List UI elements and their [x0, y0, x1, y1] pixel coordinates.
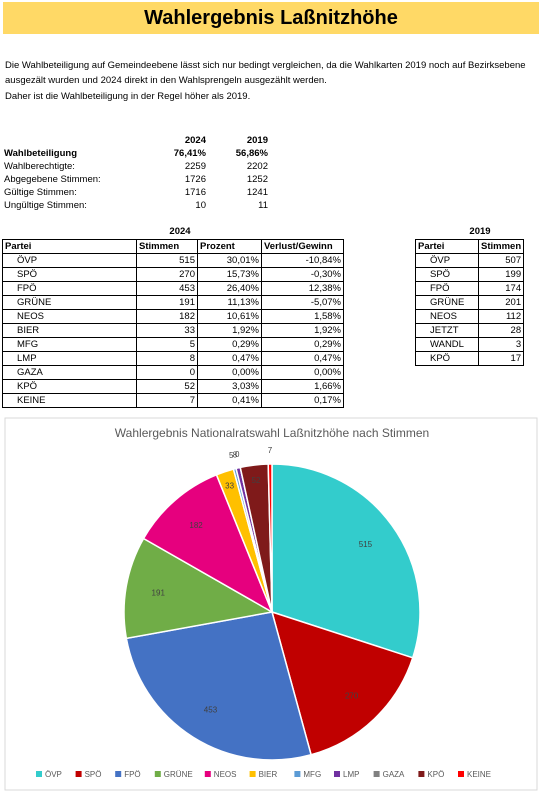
legend-swatch [36, 771, 42, 777]
data-label: 7 [268, 446, 273, 455]
intro-line: ausgezält wurden und 2024 direkt in den … [5, 75, 327, 86]
cell: KEINE [2, 393, 137, 408]
cell: 56,86% [235, 148, 268, 159]
legend-label: KPÖ [427, 770, 444, 779]
row: Wahlbeteiligung 76,41% 56,86% [2, 147, 270, 160]
cell: Abgegebene Stimmen: [4, 174, 101, 185]
legend-swatch [294, 771, 301, 777]
data-label: 191 [152, 588, 166, 597]
header-row: 2024 2019 [2, 134, 270, 147]
cell: Gültige Stimmen: [4, 187, 77, 198]
cell: 11 [258, 200, 268, 211]
row: KPÖ 17 [415, 351, 525, 366]
legend-label: KEINE [467, 770, 491, 779]
pie-slice [270, 610, 414, 756]
cell: 0,17% [261, 393, 344, 408]
legend-label: MFG [303, 770, 321, 779]
legend-label: BIER [259, 770, 278, 779]
summary-table: 2024 2019 Wahlbeteiligung 76,41% 56,86% Wahlb… [2, 134, 270, 212]
cell: 1716 [184, 187, 206, 198]
cell: 10 [195, 200, 206, 211]
cell: 2202 [246, 161, 268, 172]
intro-line: Daher ist die Wahlbeteiligung in der Reg… [5, 91, 251, 102]
legend-swatch [204, 771, 211, 777]
row: Ungültige Stimmen: 10 11 [2, 199, 270, 212]
row: ÖVP 507 [415, 253, 525, 268]
data-label: 0 [235, 450, 240, 459]
row: MFG 5 0,29% 0,29% [2, 337, 344, 352]
data-label: 182 [189, 521, 203, 530]
legend-swatch [154, 771, 161, 777]
legend-label: NEOS [214, 770, 237, 779]
row: KEINE 7 0,41% 0,17% [2, 393, 344, 408]
column-header: 2019 [246, 135, 268, 146]
row: SPÖ 270 15,73% -0,30% [2, 267, 344, 282]
chart-title: Wahlergebnis Nationalratswahl Laßnitzhöh… [115, 426, 429, 440]
row: NEOS 182 10,61% 1,58% [2, 309, 344, 324]
pie-slice [271, 463, 421, 659]
legend-label: GAZA [383, 770, 405, 779]
legend-label: GRÜNE [164, 770, 193, 779]
cell: 1252 [246, 174, 268, 185]
pie-slice [267, 463, 273, 613]
legend-label: FPÖ [124, 770, 140, 779]
legend-swatch [75, 771, 82, 777]
legend-swatch [115, 771, 122, 777]
data-label: 270 [345, 692, 359, 701]
row: ÖVP 515 30,01% -10,84% [2, 253, 344, 268]
data-label: 8 [233, 450, 238, 459]
legend-swatch [418, 771, 425, 777]
data-label: 5 [229, 451, 234, 460]
cell: 3 [477, 337, 525, 352]
row: Wahlberechtigte: 2259 2202 [2, 160, 270, 173]
cell: Wahlberechtigte: [4, 161, 75, 172]
cell: 17 [477, 351, 525, 366]
cell: 76,41% [173, 148, 206, 159]
pie-slice [142, 473, 274, 614]
data-label: 515 [359, 540, 373, 549]
legend-label: ÖVP [45, 770, 62, 779]
cell: 1726 [184, 174, 206, 185]
row: WANDL 3 [415, 337, 525, 352]
row: Abgegebene Stimmen: 1726 1252 [2, 173, 270, 186]
cell: Wahlbeteiligung [4, 148, 78, 159]
cell: 1241 [246, 187, 268, 198]
row: BIER 33 1,92% 1,92% [2, 323, 344, 338]
pie-slice [125, 611, 313, 761]
intro-line: Die Wahlbeteiligung auf Gemeindeebene lä… [5, 60, 526, 71]
data-label: 52 [251, 476, 260, 485]
cell: 2259 [184, 161, 206, 172]
table-2019: Partei Stimmen ÖVP 507 SPÖ 199 FPÖ 174 GRÜNE 201 N… [415, 239, 525, 366]
legend-swatch [249, 771, 256, 777]
page-title: Wahlergebnis Laßnitzhöhe [3, 2, 539, 34]
legend-swatch [373, 771, 380, 777]
row: Gültige Stimmen: 1716 1241 [2, 186, 270, 199]
legend-swatch [334, 771, 340, 777]
year: 2019 [469, 226, 491, 237]
row: JETZT 28 [415, 323, 525, 338]
legend-label: LMP [343, 770, 359, 779]
row: FPÖ 453 26,40% 12,38% [2, 281, 344, 296]
row: FPÖ 174 [415, 281, 525, 296]
column-header: 2024 [184, 135, 206, 146]
pie-slice [123, 537, 275, 640]
data-label: 33 [225, 482, 234, 491]
cell: Ungültige Stimmen: [4, 200, 87, 211]
data-label: 453 [204, 706, 218, 715]
row: GRÜNE 191 11,13% -5,07% [2, 295, 344, 310]
year: 2024 [169, 226, 191, 237]
legend-label: SPÖ [85, 770, 102, 779]
cell: 507 [477, 253, 525, 268]
table-2024: Partei Stimmen Prozent Verlust/Gewinn ÖVP 515… [2, 239, 344, 408]
legend-swatch [458, 771, 464, 777]
